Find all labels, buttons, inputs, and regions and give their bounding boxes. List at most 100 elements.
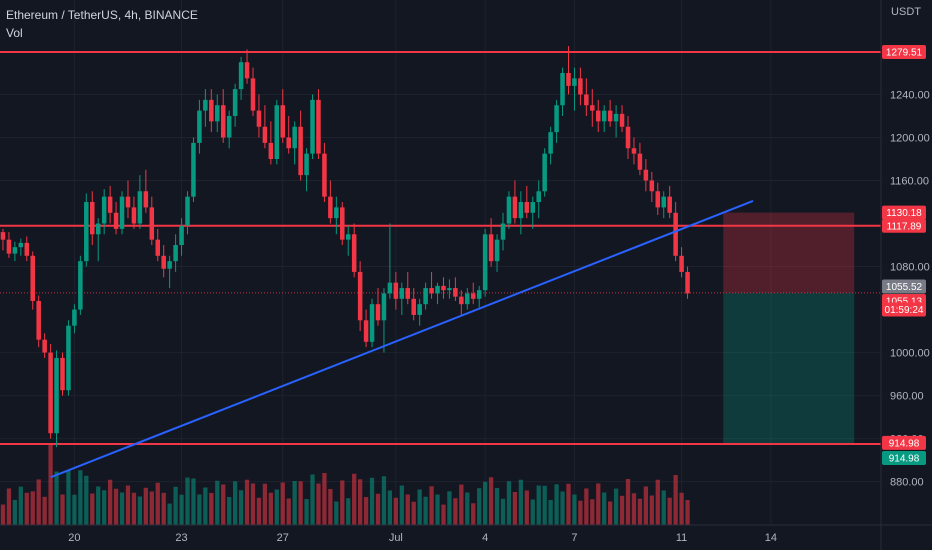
candle-body [387, 282, 393, 294]
volume-bar [375, 493, 381, 525]
candle-body [6, 239, 12, 254]
volume-bar [96, 486, 101, 525]
volume-bar [346, 498, 351, 525]
volume-bar [578, 500, 583, 525]
candle-body [548, 132, 553, 154]
candle-body [590, 105, 595, 111]
volume-bar [602, 492, 607, 525]
candle-body [649, 180, 655, 192]
candle-body [595, 110, 601, 122]
volume-bar [316, 483, 321, 525]
volume-bar [381, 476, 387, 525]
candle-body [78, 261, 83, 310]
candle-body [298, 126, 303, 176]
volume-bar [298, 481, 303, 525]
volume-bar [36, 479, 41, 525]
candle-body [679, 255, 684, 272]
candle-body [310, 99, 315, 154]
volume-bar [560, 491, 565, 525]
candle-body [530, 202, 536, 213]
symbol-title[interactable]: Ethereum / TetherUS, 4h, BINANCE [6, 8, 198, 22]
candle-body [512, 196, 518, 219]
candle-body [304, 153, 309, 176]
volume-bar [584, 488, 589, 525]
volume-bar [12, 499, 18, 525]
volume-bar [280, 482, 285, 525]
candle-body [453, 288, 458, 297]
price-tick-label: 1000.00 [890, 348, 930, 360]
volume-bar [173, 486, 178, 525]
candle-body [30, 255, 36, 301]
candle-body [48, 352, 53, 434]
volume-bar [90, 493, 95, 525]
candle-body [518, 202, 524, 219]
volume-bar [232, 481, 238, 525]
price-badge [882, 45, 926, 59]
volume-bar [673, 475, 678, 525]
price-tick-label: 880.00 [890, 477, 924, 489]
volume-bar [357, 479, 363, 525]
candle-body [197, 110, 202, 143]
candle-body [24, 242, 30, 256]
candle-body [673, 212, 678, 256]
volume-bar [0, 504, 6, 525]
candle-body [357, 271, 363, 321]
candle-body [54, 357, 59, 434]
volume-bar [6, 488, 12, 525]
candle-body [554, 105, 559, 133]
candle-body [572, 78, 577, 86]
volume-bar [334, 501, 339, 525]
candle-body [274, 105, 280, 160]
trendline[interactable] [50, 200, 754, 479]
candle-body [119, 196, 125, 229]
volume-bar [465, 492, 470, 525]
volume-bar [167, 503, 172, 525]
volume-bar [352, 473, 357, 525]
price-badges: 1279.51 1130.18 1117.89 1055.52 1055.1301:59… [882, 45, 926, 465]
volume-bar [613, 488, 619, 525]
horizontal-levels[interactable] [0, 51, 881, 445]
volume-bar [405, 494, 410, 525]
volume-bar [155, 482, 160, 525]
volume-bar [625, 479, 631, 525]
candle-body [167, 261, 172, 269]
candle-body [328, 196, 333, 219]
profit-zone [723, 292, 855, 444]
volume-bar [631, 493, 637, 525]
candle-body [107, 196, 113, 213]
volume-indicator-label[interactable]: Vol [6, 26, 23, 40]
candle-body [268, 142, 274, 160]
price-badge-label: 1055.52 [886, 282, 923, 293]
candle-body [631, 148, 637, 154]
candle-body [179, 225, 184, 246]
candle-body [381, 293, 387, 321]
candle-body [334, 207, 339, 219]
volume-bar [131, 492, 137, 525]
volume-bar [78, 470, 83, 525]
volume-bar [387, 490, 393, 525]
volume-bar [215, 480, 220, 525]
candle-body [488, 234, 494, 262]
volume-bar [107, 479, 113, 525]
candle-body [280, 105, 286, 138]
candle-body [143, 191, 149, 208]
volume-bar [542, 485, 547, 525]
candle-body [500, 223, 506, 240]
volume-bar [494, 488, 500, 525]
candle-body [667, 196, 672, 213]
volume-bar [48, 445, 53, 525]
candle-body [482, 234, 488, 291]
candle-body [447, 288, 452, 291]
candle-body [655, 191, 661, 208]
volume-bar [459, 484, 464, 525]
volume-bar [125, 485, 131, 525]
volume-bar [84, 475, 89, 525]
candles [0, 46, 690, 448]
time-axis[interactable]: 20 23 27 Jul 4 7 11 14 [68, 532, 777, 544]
candle-body [351, 234, 357, 272]
candle-body [215, 105, 220, 122]
volume-bar [363, 497, 369, 525]
candle-body [131, 207, 137, 224]
candle-body [113, 212, 119, 229]
